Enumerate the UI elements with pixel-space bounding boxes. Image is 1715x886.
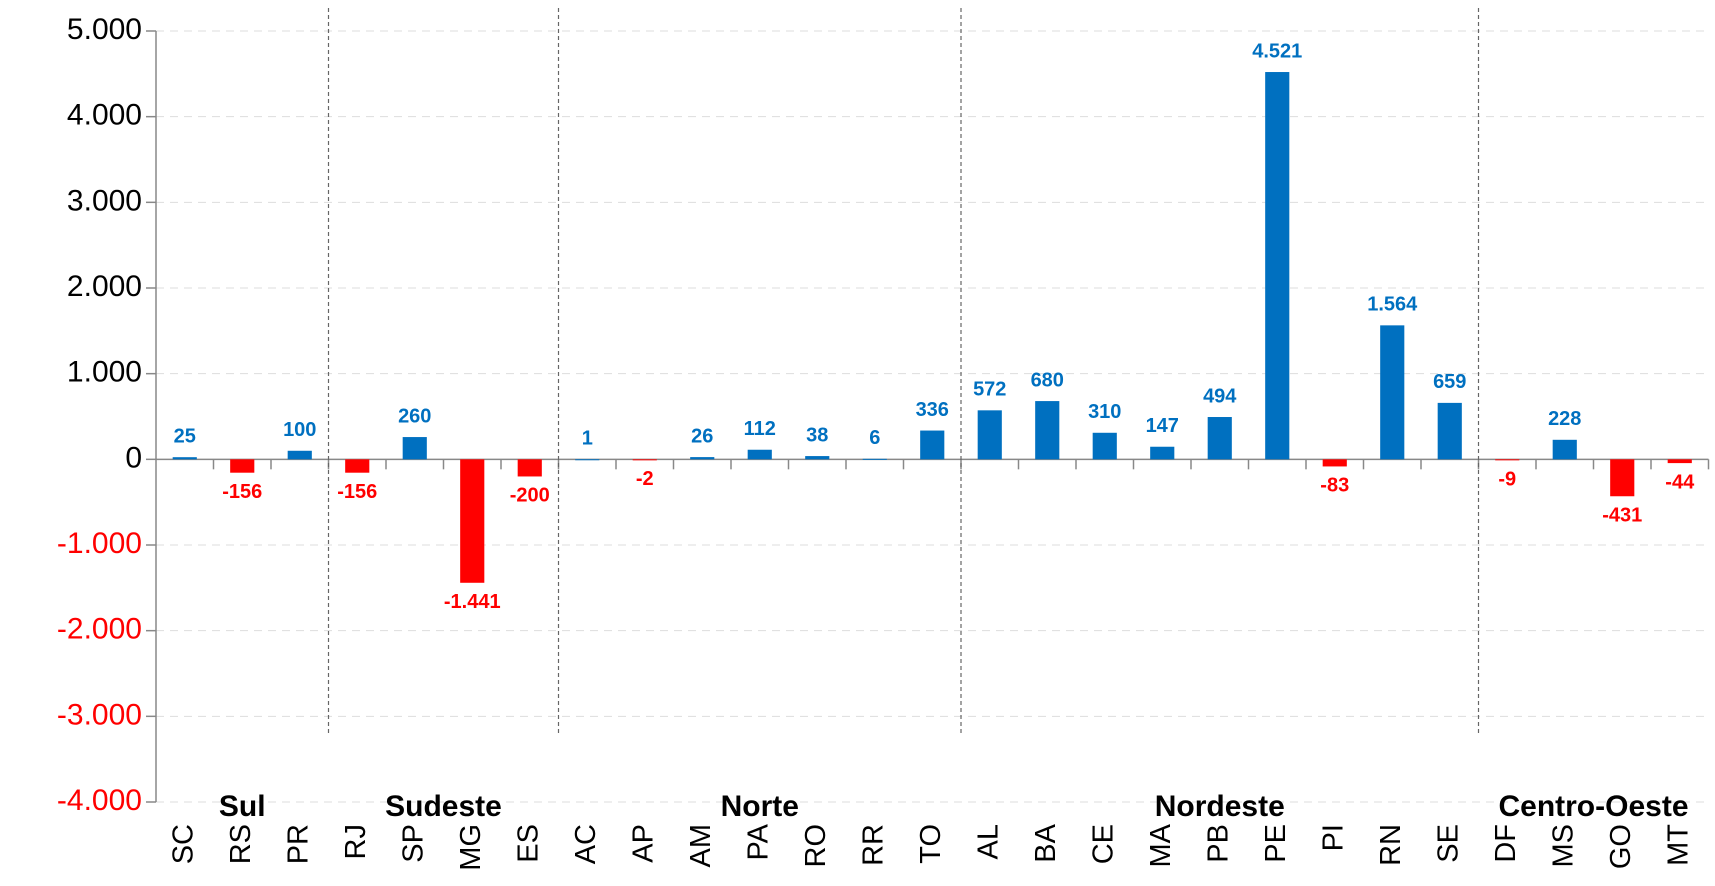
x-tick-label: RN <box>1375 824 1407 866</box>
value-label: -44 <box>1665 471 1695 493</box>
y-tick-label: 1.000 <box>67 356 142 389</box>
x-tick-label: RR <box>857 824 889 866</box>
value-label: -431 <box>1602 505 1642 527</box>
bar <box>402 437 427 460</box>
x-tick-label: PE <box>1260 824 1292 863</box>
bar <box>287 450 312 460</box>
x-tick-label: RJ <box>340 824 372 859</box>
x-tick-label: PI <box>1317 824 1349 851</box>
region-label: Nordeste <box>1155 790 1285 823</box>
x-tick-label: RS <box>225 824 257 864</box>
bar <box>1322 459 1347 467</box>
value-label: 659 <box>1433 371 1466 393</box>
x-tick-label: ES <box>512 824 544 863</box>
x-tick-label: AL <box>972 824 1004 859</box>
bar <box>920 430 945 460</box>
x-tick-label: AM <box>685 824 717 868</box>
y-tick-label: 5.000 <box>67 13 142 46</box>
y-tick-label: -1.000 <box>57 527 142 560</box>
x-tick-label: TO <box>915 824 947 864</box>
x-tick-label: PR <box>282 824 314 864</box>
bar <box>517 459 542 477</box>
x-tick-label: MT <box>1662 824 1694 866</box>
x-tick-label: SP <box>397 824 429 863</box>
value-label: 6 <box>869 427 880 449</box>
value-label: 494 <box>1203 385 1237 407</box>
value-label: -83 <box>1320 475 1349 497</box>
x-tick-label: PA <box>742 823 774 860</box>
bar <box>1035 401 1060 460</box>
region-label: Sudeste <box>385 790 502 823</box>
bar <box>172 457 197 460</box>
bar <box>1150 446 1175 460</box>
value-label: 4.521 <box>1252 40 1302 62</box>
value-label: -1.441 <box>444 591 501 613</box>
bar <box>747 449 772 460</box>
x-tick-label: PB <box>1202 824 1234 863</box>
x-tick-label: AP <box>627 824 659 863</box>
region-label: Centro-Oeste <box>1498 790 1688 823</box>
value-label: 147 <box>1146 415 1179 437</box>
y-tick-label: 2.000 <box>67 270 142 303</box>
bar <box>805 456 830 460</box>
y-tick-label: 4.000 <box>67 99 142 132</box>
bar <box>1667 459 1692 464</box>
y-tick-label: 0 <box>125 441 142 474</box>
x-tick-label: MA <box>1145 823 1177 867</box>
value-label: 26 <box>691 425 713 447</box>
bar <box>862 458 887 460</box>
value-label: -156 <box>222 481 262 503</box>
region-label: Norte <box>721 790 799 823</box>
value-label: 310 <box>1088 401 1121 423</box>
bar <box>1265 72 1290 460</box>
x-tick-label: GO <box>1605 824 1637 869</box>
bar <box>1610 459 1635 497</box>
value-label: 38 <box>806 424 828 446</box>
value-label: 572 <box>973 379 1006 401</box>
x-tick-label: SE <box>1432 824 1464 863</box>
bar <box>460 459 485 583</box>
bar <box>1207 417 1232 460</box>
value-label: -156 <box>337 481 377 503</box>
bar <box>632 459 657 461</box>
x-tick-label: SC <box>167 824 199 864</box>
bar <box>690 457 715 460</box>
value-label: 1 <box>582 428 593 450</box>
bar <box>977 410 1002 460</box>
y-tick-label: -4.000 <box>57 784 142 817</box>
value-label: 112 <box>744 418 776 440</box>
value-label: 260 <box>398 405 431 427</box>
bar <box>230 459 255 473</box>
x-tick-label: AC <box>570 824 602 864</box>
value-label: 680 <box>1031 369 1064 391</box>
x-tick-label: DF <box>1490 824 1522 863</box>
x-tick-label: MG <box>455 824 487 871</box>
value-label: 100 <box>283 419 316 441</box>
x-tick-label: BA <box>1030 823 1062 862</box>
x-tick-label: MS <box>1547 824 1579 868</box>
value-label: -2 <box>636 468 654 490</box>
x-tick-label: CE <box>1087 824 1119 864</box>
bar <box>1437 402 1462 460</box>
value-label: 336 <box>916 399 949 421</box>
bar <box>1495 459 1520 461</box>
value-label: -9 <box>1498 468 1516 490</box>
y-tick-label: -2.000 <box>57 613 142 646</box>
value-label: 1.564 <box>1367 294 1418 316</box>
bar <box>345 459 370 473</box>
bar <box>1380 325 1405 460</box>
value-label: 25 <box>174 425 196 447</box>
value-label: 228 <box>1548 408 1581 430</box>
y-tick-label: -3.000 <box>57 698 142 731</box>
x-tick-label: RO <box>800 824 832 868</box>
bar <box>1092 432 1117 460</box>
value-label: -200 <box>510 485 550 507</box>
y-tick-label: 3.000 <box>67 184 142 217</box>
bar <box>575 459 600 461</box>
region-label: Sul <box>219 790 266 823</box>
bar <box>1552 439 1577 460</box>
